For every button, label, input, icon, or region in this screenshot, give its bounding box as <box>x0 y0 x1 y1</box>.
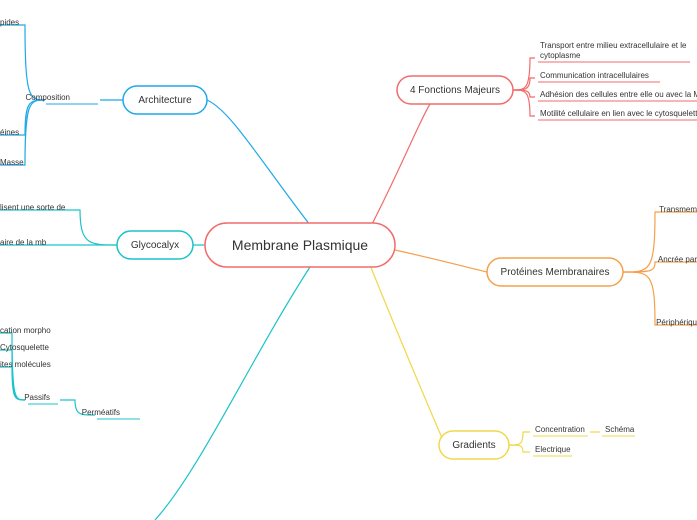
leaf-label: cytoplasme <box>540 51 581 60</box>
leaf-label: Adhésion des cellules entre elle ou avec… <box>540 90 697 99</box>
leaf-label: Communication intracellulaires <box>540 71 649 80</box>
leaf-label: Ancrée par <box>658 255 697 264</box>
leaf-label: ites molécules <box>0 360 51 369</box>
leaf-label: Motilité cellulaire en lien avec le cyto… <box>540 109 697 118</box>
mindmap-edge <box>395 250 487 272</box>
mindmap-edge <box>370 104 430 228</box>
leaf-label: Masse <box>0 158 24 167</box>
mindmap-edge <box>370 265 445 445</box>
mindmap-edge <box>0 25 45 100</box>
mindmap-edge <box>513 90 535 116</box>
leaf-label: éines <box>0 128 19 137</box>
mindmap-edge <box>509 445 530 452</box>
branch-node-label: Gradients <box>452 440 495 451</box>
leaf-label: Concentration <box>535 425 585 434</box>
mindmap-edge <box>0 367 25 400</box>
leaf-label: Passifs <box>24 393 50 402</box>
mindmap-edge <box>207 100 310 225</box>
leaf-label: aire de la mb <box>0 238 47 247</box>
leaf-label: Composition <box>26 93 70 102</box>
mindmap-canvas: Membrane Plasmique Architecture Glycocalyx… <box>0 0 697 520</box>
mindmap-edge <box>513 58 535 90</box>
leaf-label: Cytosquelette <box>0 343 49 352</box>
branch-node-label: 4 Fonctions Majeurs <box>410 85 500 96</box>
leaf-label: lisent une sorte de <box>0 203 66 212</box>
leaf-label: cation morpho <box>0 326 51 335</box>
leaf-label: Transmem <box>659 205 697 214</box>
leaf-label: Perméatifs <box>82 408 120 417</box>
leaf-label: Transport entre milieu extracellulaire e… <box>540 41 687 50</box>
branch-node-label: Protéines Membranaires <box>501 267 610 278</box>
center-node-label: Membrane Plasmique <box>232 237 368 253</box>
leaf-label: Electrique <box>535 445 571 454</box>
branch-node-label: Architecture <box>138 95 192 106</box>
mindmap-edge <box>155 267 310 520</box>
branch-node-label: Glycocalyx <box>131 240 179 251</box>
leaf-label: Schéma <box>605 425 635 434</box>
leaf-label: Périphériqu <box>656 318 697 327</box>
leaf-label: pides <box>0 18 19 27</box>
mindmap-edge <box>509 432 530 445</box>
